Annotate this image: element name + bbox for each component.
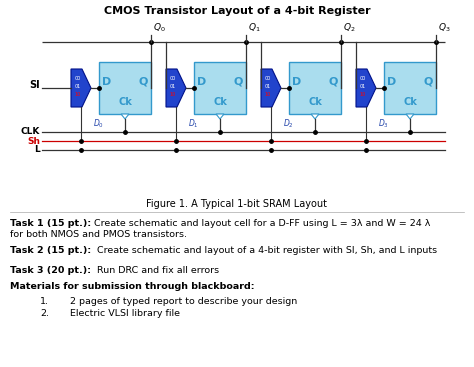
Text: for both NMOS and PMOS transistors.: for both NMOS and PMOS transistors. <box>10 230 187 239</box>
Text: $D_{1}$: $D_{1}$ <box>188 117 199 130</box>
Polygon shape <box>71 69 91 107</box>
Text: 10: 10 <box>360 91 366 97</box>
Text: D: D <box>197 77 207 87</box>
Text: Q: Q <box>328 77 337 87</box>
Text: 01: 01 <box>170 84 176 88</box>
Text: 01: 01 <box>265 84 271 88</box>
Text: $Q_{1}$: $Q_{1}$ <box>248 22 261 34</box>
Polygon shape <box>311 114 319 119</box>
Text: Ck: Ck <box>308 97 322 107</box>
Text: 01: 01 <box>360 84 366 88</box>
Text: 1.: 1. <box>40 297 49 306</box>
Polygon shape <box>216 114 224 119</box>
Text: 00: 00 <box>265 76 271 80</box>
Text: Task 2 (15 pt.):: Task 2 (15 pt.): <box>10 246 91 255</box>
Text: Create schematic and layout of a 4-bit register with SI, Sh, and L inputs: Create schematic and layout of a 4-bit r… <box>91 246 437 255</box>
Text: $Q_{2}$: $Q_{2}$ <box>343 22 356 34</box>
Text: Ck: Ck <box>213 97 227 107</box>
Text: SI: SI <box>29 80 40 90</box>
Bar <box>289 62 341 114</box>
Polygon shape <box>166 69 186 107</box>
Bar <box>194 62 246 114</box>
Text: 00: 00 <box>170 76 176 80</box>
Text: 2.: 2. <box>40 309 49 318</box>
Polygon shape <box>356 69 376 107</box>
Text: Run DRC and fix all errors: Run DRC and fix all errors <box>91 266 219 275</box>
Text: 01: 01 <box>75 84 81 88</box>
Text: 10: 10 <box>265 91 271 97</box>
Text: CLK: CLK <box>21 127 40 137</box>
Text: Figure 1. A Typical 1-bit SRAM Layout: Figure 1. A Typical 1-bit SRAM Layout <box>146 199 328 209</box>
Text: $D_{3}$: $D_{3}$ <box>378 117 389 130</box>
Text: Materials for submission through blackboard:: Materials for submission through blackbo… <box>10 282 255 291</box>
Text: Q: Q <box>423 77 433 87</box>
Polygon shape <box>121 114 129 119</box>
Text: 2 pages of typed report to describe your design: 2 pages of typed report to describe your… <box>70 297 297 306</box>
Text: Create schematic and layout cell for a D-FF using L = 3λ and W = 24 λ: Create schematic and layout cell for a D… <box>91 219 430 228</box>
Text: 10: 10 <box>170 91 176 97</box>
Text: 00: 00 <box>75 76 81 80</box>
Text: 00: 00 <box>360 76 366 80</box>
Text: Sh: Sh <box>27 137 40 145</box>
Text: L: L <box>34 145 40 155</box>
Text: Electric VLSI library file: Electric VLSI library file <box>70 309 180 318</box>
Bar <box>384 62 436 114</box>
Text: Ck: Ck <box>118 97 132 107</box>
Text: CMOS Transistor Layout of a 4-bit Register: CMOS Transistor Layout of a 4-bit Regist… <box>104 6 370 16</box>
Text: D: D <box>292 77 301 87</box>
Text: Task 1 (15 pt.):: Task 1 (15 pt.): <box>10 219 91 228</box>
Polygon shape <box>406 114 414 119</box>
Text: D: D <box>102 77 111 87</box>
Text: $Q_{3}$: $Q_{3}$ <box>438 22 451 34</box>
Polygon shape <box>261 69 281 107</box>
Text: $D_{2}$: $D_{2}$ <box>283 117 294 130</box>
Text: 10: 10 <box>75 91 81 97</box>
Text: Ck: Ck <box>403 97 417 107</box>
Text: $Q_{0}$: $Q_{0}$ <box>153 22 166 34</box>
Text: D: D <box>387 77 397 87</box>
Text: $D_{0}$: $D_{0}$ <box>93 117 104 130</box>
Text: Task 3 (20 pt.):: Task 3 (20 pt.): <box>10 266 91 275</box>
Text: Q: Q <box>138 77 148 87</box>
Bar <box>99 62 151 114</box>
Text: Q: Q <box>233 77 243 87</box>
